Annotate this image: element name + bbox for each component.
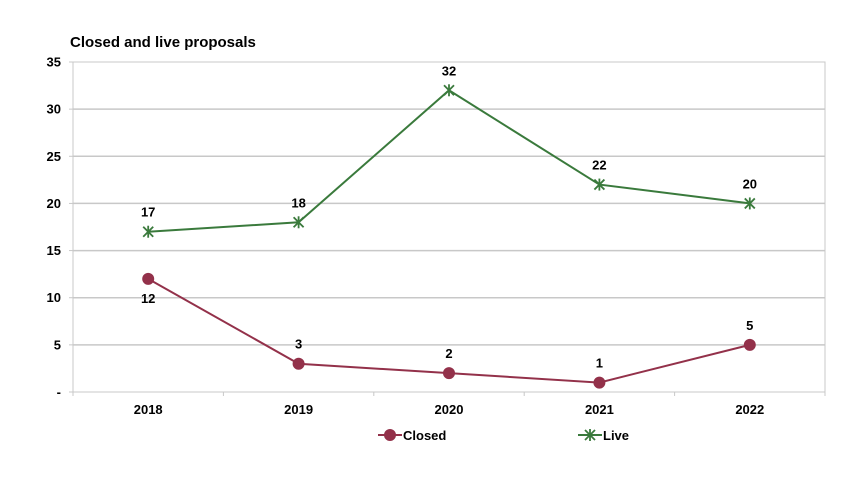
data-label: 1 [596,356,603,371]
x-tick-label: 2021 [585,402,614,417]
x-tick-label: 2020 [435,402,464,417]
y-axis: - 5 10 15 20 25 30 35 [47,55,73,400]
data-point-marker [743,338,756,351]
data-point-marker [593,178,606,191]
x-tick-label: 2019 [284,402,313,417]
x-tick-label: 2022 [735,402,764,417]
x-tick-label: 2018 [134,402,163,417]
legend: Closed Live [378,428,629,443]
y-tick-label: 25 [47,149,61,164]
data-point-marker [744,197,756,210]
data-point-marker [142,225,154,238]
data-label: 32 [442,63,456,78]
data-point-marker [292,216,305,229]
legend-item-live: Live [578,428,629,443]
data-label: 22 [592,158,606,173]
y-tick-label: 30 [47,102,61,117]
data-label: 2 [445,346,452,361]
data-point-marker [443,367,455,380]
data-point-marker [584,429,596,441]
chart-title: Closed and live proposals [70,34,256,51]
data-label: 20 [743,176,757,191]
data-label: 5 [746,318,753,333]
data-label: 18 [291,195,305,210]
legend-label: Closed [403,428,446,443]
series-live: 17 18 32 22 20 [141,63,757,238]
y-tick-label: 10 [47,290,61,305]
legend-label: Live [603,428,629,443]
y-tick-label: 15 [47,243,61,258]
data-point-marker [593,376,606,389]
data-label: 17 [141,205,155,220]
data-point-marker [142,272,155,285]
data-point-marker [384,429,396,441]
series-line [147,277,751,384]
data-point-marker [292,357,305,370]
data-label: 12 [141,291,155,306]
x-axis: 2018 2019 2020 2021 2022 [72,392,826,417]
y-tick-label: 20 [47,196,61,211]
series-line [148,89,750,233]
y-tick-label: 35 [47,55,61,70]
y-tick-label: - [57,385,61,400]
data-label: 3 [295,337,302,352]
series-closed: 12 3 2 1 5 [141,272,756,389]
plot-area [72,61,826,393]
legend-item-closed: Closed [378,428,446,443]
y-tick-label: 5 [54,337,61,352]
data-point-marker [443,84,455,97]
gridlines [73,108,825,346]
